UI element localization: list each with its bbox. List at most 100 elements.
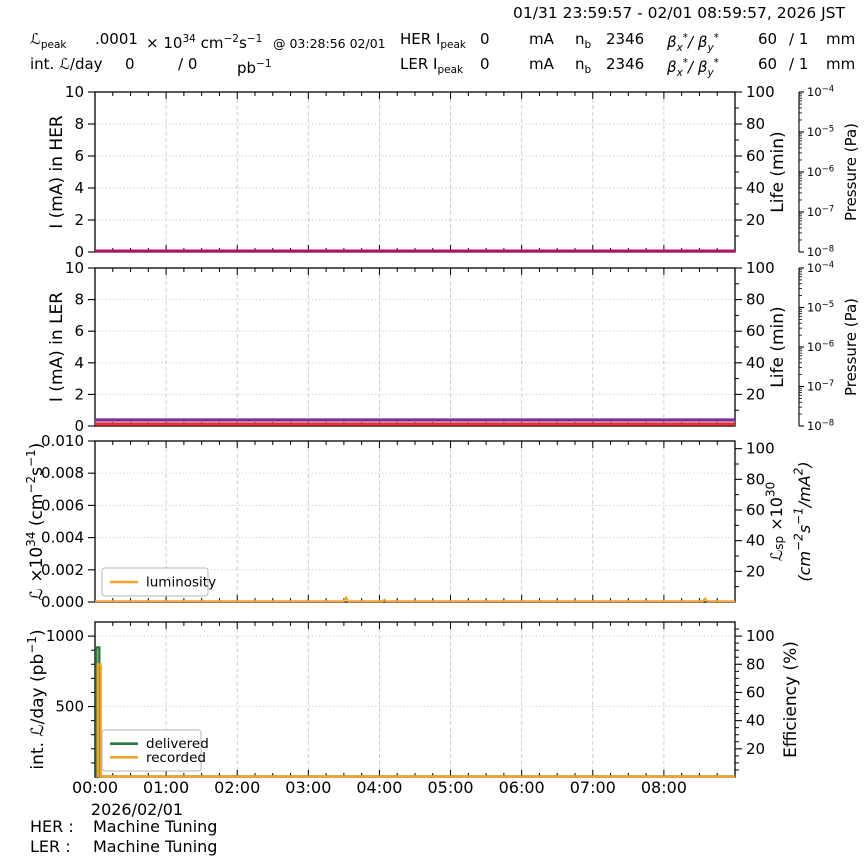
ler-beta-label: βx*/ βy* [667, 57, 719, 79]
time-range-title: 01/31 23:59:57 - 02/01 08:59:57, 2026 JS… [513, 4, 845, 22]
her-beta-x: 60 [758, 30, 778, 48]
ytick-label: 0 [74, 417, 84, 435]
right-tick-label: 60 [746, 322, 765, 340]
xtick-label: 04:00 [356, 778, 402, 797]
her-beta-unit: mm [826, 30, 856, 48]
ytick-label: 0.006 [41, 496, 84, 514]
series-luminosity [95, 595, 735, 603]
ler-ipeak-unit: mA [529, 55, 554, 73]
ytick-label: 6 [74, 147, 84, 165]
right-tick-label: 40 [746, 179, 765, 197]
lpeak-unit: × 1034 cm−2s−1 [146, 33, 263, 52]
ytick-label: 2 [74, 211, 84, 229]
pressure-tick-label: 10−6 [807, 340, 834, 355]
pressure-axis-her-current: 10−4 10−5 10−6 10−7 10−8 Pressure (Pa) [798, 85, 860, 260]
ytick-label: 8 [74, 115, 84, 133]
legend-luminosity: luminosity [101, 567, 216, 597]
pressure-axis-title-ler-current: Pressure (Pa) [842, 298, 860, 396]
ytick-label: 0.008 [41, 464, 84, 482]
ler-status-value: Machine Tuning [93, 837, 218, 856]
ler-beta-y: / 1 [789, 55, 809, 73]
panel-ler-current: 0 2 4 6 8 10 20 40 60 80 100 I (mA) in LER Life (min… [47, 259, 860, 435]
ytick-label: 0.010 [41, 432, 84, 450]
ytick-label: 2 [74, 385, 84, 403]
ler-beta-unit: mm [826, 55, 856, 73]
ytick-label: 4 [74, 354, 84, 372]
pressure-tick-label: 10−5 [807, 125, 834, 140]
ytick-label: 0.000 [41, 593, 84, 611]
right-tick-label: 20 [746, 211, 765, 229]
pressure-tick-label: 10−7 [807, 379, 834, 394]
intlum-label: int. ℒ/day [30, 55, 103, 73]
ylabel-integrated-luminosity: int. ℒ/day (pb−1) [25, 629, 48, 769]
ytick-label: 10 [65, 259, 84, 277]
her-ipeak-value: 0 [480, 30, 490, 48]
right-tick-label: 60 [746, 501, 765, 519]
ylabel-luminosity: ℒ ×1034 (cm−2s−1) [24, 443, 47, 601]
right-tick-label: 100 [746, 259, 775, 277]
right-axis-label-her-current: Life (min) [768, 131, 788, 212]
ler-ipeak-value: 0 [480, 55, 490, 73]
xtick-label: 06:00 [499, 778, 545, 797]
xtick-label: 08:00 [641, 778, 687, 797]
right-tick-label: 80 [746, 115, 765, 133]
date-label: 2026/02/01 [91, 800, 183, 819]
pressure-tick-label: 10−4 [807, 85, 834, 100]
xtick-label: 05:00 [428, 778, 474, 797]
pressure-tick-label: 10−5 [807, 300, 834, 315]
right-tick-label: 20 [746, 385, 765, 403]
her-beta-y: / 1 [789, 30, 809, 48]
ytick-label: 0.004 [41, 529, 84, 547]
pressure-tick-label: 10−8 [807, 245, 834, 260]
xtick-label: 00:00 [72, 778, 118, 797]
right-tick-label: 80 [746, 291, 765, 309]
her-ipeak-unit: mA [529, 30, 554, 48]
pressure-tick-label: 10−6 [807, 165, 834, 180]
right-tick-label: 100 [746, 440, 775, 458]
panel-luminosity: 0.000 0.002 0.004 0.006 0.008 0.010 20 40 60 80 10… [24, 432, 813, 611]
ler-nb-value: 2346 [606, 55, 645, 73]
pressure-axis-title-her-current: Pressure (Pa) [842, 123, 860, 221]
right-axis-label-integrated-luminosity: Efficiency (%) [781, 641, 801, 758]
ytick-label: 6 [74, 322, 84, 340]
ytick-label: 0.002 [41, 561, 84, 579]
her-status-value: Machine Tuning [93, 817, 218, 836]
ytick-label: 4 [74, 179, 84, 197]
ylabel-ler-current: I (mA) in LER [47, 292, 67, 402]
ytick-label: 10 [65, 83, 84, 101]
right-tick-label: 60 [746, 683, 765, 701]
right-tick-label: 80 [746, 470, 765, 488]
intlum-unit: pb−1 [237, 58, 272, 77]
her-nb-label: nb [575, 30, 592, 52]
pressure-tick-label: 10−7 [807, 205, 834, 220]
panel-integrated-luminosity: 500 1000 20 40 60 80 100 int. ℒ/day (pb−1) Effic… [25, 621, 801, 778]
right-tick-label: 80 [746, 655, 765, 673]
legend-label-luminosity: luminosity [146, 575, 216, 591]
panel-her-current: 0 2 4 6 8 10 20 40 60 80 100 I (mA) in HER Life (min… [47, 83, 860, 261]
right-tick-label: 100 [746, 627, 775, 645]
right-axis-label-ler-current: Life (min) [768, 306, 788, 387]
ytick-label: 1000 [46, 627, 84, 645]
intlum-value2: / 0 [178, 55, 198, 73]
pressure-tick-label: 10−8 [807, 419, 834, 434]
right-axis-label-luminosity: ℒsp ×1030 [763, 482, 785, 562]
lpeak-label: ℒpeak [30, 30, 67, 52]
legend-label-delivered: delivered [146, 736, 209, 752]
ylabel-her-current: I (mA) in HER [47, 115, 67, 229]
right-tick-label: 20 [746, 740, 765, 758]
her-ipeak-label: HER Ipeak [400, 30, 467, 52]
her-beta-label: βx*/ βy* [667, 32, 719, 54]
right-axis-label2-luminosity: (cm−2s−1/mA2) [791, 461, 813, 581]
series-recorded [96, 663, 735, 778]
xtick-label: 02:00 [214, 778, 260, 797]
xtick-label: 07:00 [570, 778, 616, 797]
right-tick-label: 60 [746, 147, 765, 165]
ytick-label: 0 [74, 243, 84, 261]
lpeak-value: .0001 [95, 30, 138, 48]
ytick-label: 500 [55, 698, 84, 716]
lpeak-timestamp: @ 03:28:56 02/01 [273, 36, 386, 51]
right-tick-label: 40 [746, 354, 765, 372]
